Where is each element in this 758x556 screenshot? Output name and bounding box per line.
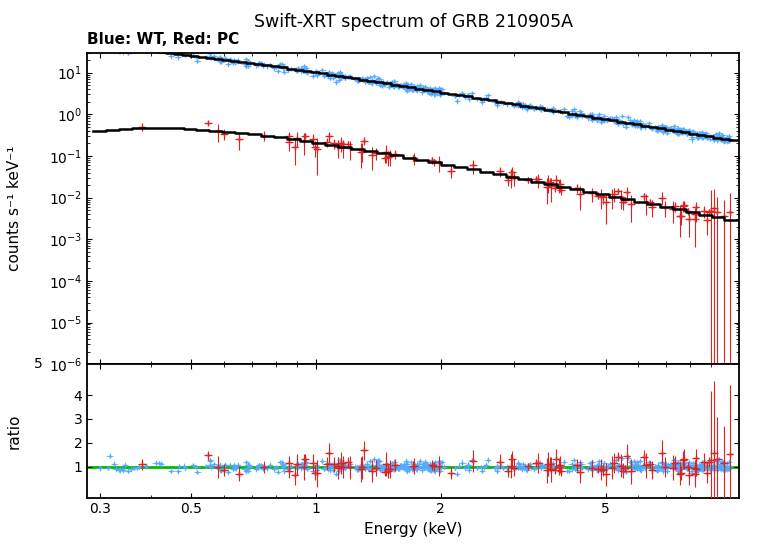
X-axis label: Energy (keV): Energy (keV) — [364, 522, 462, 537]
Text: Blue: WT, Red: PC: Blue: WT, Red: PC — [87, 32, 240, 47]
Text: 5: 5 — [34, 357, 43, 371]
Y-axis label: ratio: ratio — [7, 413, 22, 449]
Y-axis label: counts s⁻¹ keV⁻¹: counts s⁻¹ keV⁻¹ — [7, 146, 22, 271]
Text: Swift-XRT spectrum of GRB 210905A: Swift-XRT spectrum of GRB 210905A — [254, 13, 572, 31]
